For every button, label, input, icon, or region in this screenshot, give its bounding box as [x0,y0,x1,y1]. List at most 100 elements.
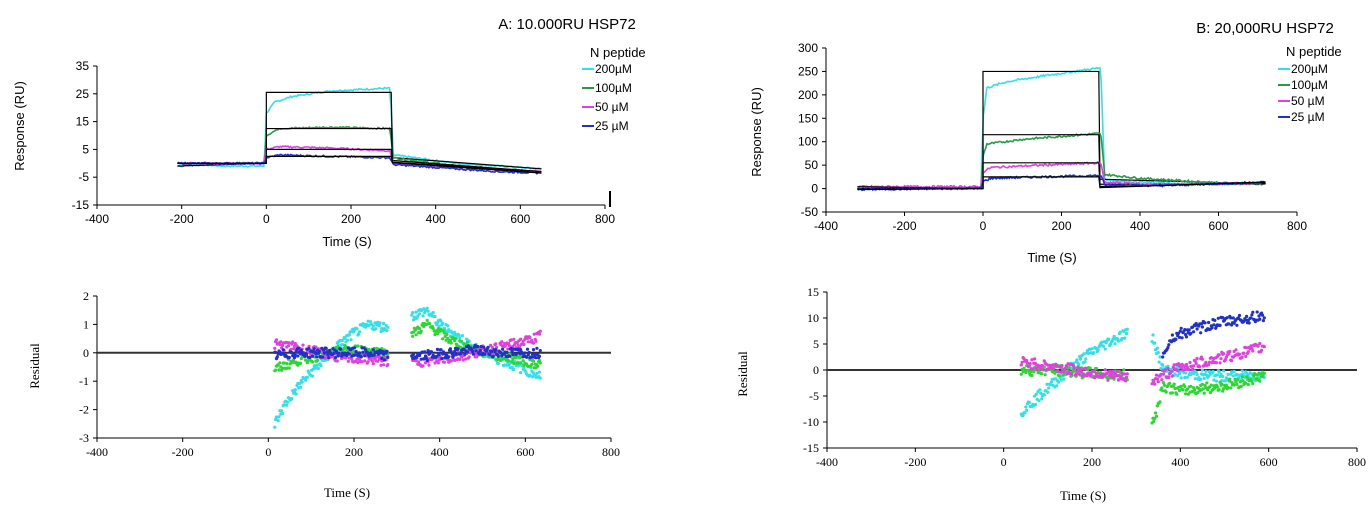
chart-a-ylabel: Response (RU) [12,81,27,171]
residual-point [1040,372,1044,376]
residual-point [1082,372,1086,376]
x-tick-label: -200 [172,445,194,459]
residual-point [1070,372,1074,376]
residual-point [1041,368,1045,372]
residual-point [1179,366,1183,370]
residual-point [1204,360,1208,364]
residual-point [1033,402,1038,407]
residual-point [1021,413,1025,418]
residual-point [519,348,523,352]
chart-b-legend: 200µM 100µM 50 µM 25 µM [1278,62,1328,124]
residual-point [1072,366,1076,370]
residual-point [511,357,515,361]
residual-point [1256,344,1260,348]
x-tick-label: 800 [1287,219,1307,233]
residual-point [463,352,467,356]
residual-point [287,366,291,370]
residual-point [1172,382,1176,386]
residual-point [414,333,418,337]
residual-point [382,363,386,367]
residual-point [506,347,510,351]
residual-point [1223,358,1227,362]
x-tick-label: 200 [341,212,361,226]
residual-point [465,340,470,344]
residual-point [496,362,500,366]
y-tick-label: -15 [803,441,819,455]
residual-point [340,338,344,342]
residual-point [1057,374,1061,378]
residual-point [486,345,490,349]
residual-point [476,344,480,349]
residual-point [1103,368,1107,372]
residual-point [278,361,282,365]
residual-point [285,403,289,407]
residual-point [1249,316,1253,320]
chart-d-xlabel: Time (S) [1060,488,1106,503]
residual-point [307,344,311,348]
y-tick-label: 10 [807,311,819,325]
residual-point [366,319,370,323]
residual-point [291,340,295,344]
residual-point [371,362,375,366]
residual-point [343,336,347,340]
residual-point [454,352,458,356]
chart-b-axes: 300 250 200 150 100 50 0 -50-400 -200 0 200 400 600 8… [798,41,1307,233]
chart-c-ylabel: Residual [27,343,42,389]
residual-point [428,322,432,326]
residual-point [537,354,542,358]
residual-point [377,357,381,361]
chart-c-axes: 2 1 0 -1 -2 -3-400 -200 0 200 400 600 800 [79,289,620,459]
residual-point [1089,372,1093,376]
residual-point [1019,363,1023,367]
residual-point [1244,381,1248,385]
x-tick-label: 400 [426,212,446,226]
residual-point [319,364,323,368]
residual-point [1239,384,1243,388]
residual-point [448,347,452,351]
y-tick-label: -5 [78,170,89,184]
residual-point [1160,378,1164,382]
residual-point [1155,404,1159,408]
residual-point [1150,382,1154,386]
residual-point [1258,317,1262,321]
residual-point [421,314,425,318]
residual-point [340,354,344,358]
y-tick-label: 250 [798,64,818,78]
y-tick-label: 0 [811,182,818,196]
residual-point [275,355,279,359]
residual-point [298,361,303,365]
residual-point [1111,337,1115,341]
series-line [177,86,541,170]
residual-point [280,411,285,416]
residual-point [1231,374,1235,378]
residual-point [276,419,280,423]
residual-point [1218,323,1222,327]
residual-point [1174,337,1178,341]
residual-point [471,349,475,354]
residual-point [1260,374,1265,378]
residual-point [1179,384,1183,388]
residual-point [1178,370,1182,374]
residual-point [355,327,359,331]
residual-point [1251,310,1255,314]
residual-point [286,344,291,348]
residual-point [344,356,348,360]
residual-point [443,356,447,360]
residual-point [315,355,319,359]
residual-point [1260,313,1265,317]
residual-point [1082,352,1086,356]
residual-point [286,400,290,404]
residual-point [1235,372,1239,376]
residual-point [1262,371,1266,375]
residual-point [292,358,296,362]
residual-point [432,329,436,333]
y-tick-label: 5 [813,337,819,351]
residual-point [1214,379,1219,383]
residual-point [310,374,315,378]
residual-point [1212,323,1216,327]
residual-point [505,350,509,354]
residual-point [1185,387,1189,391]
residual-point [386,363,390,367]
residual-point [1198,365,1202,369]
residual-point [431,326,435,330]
